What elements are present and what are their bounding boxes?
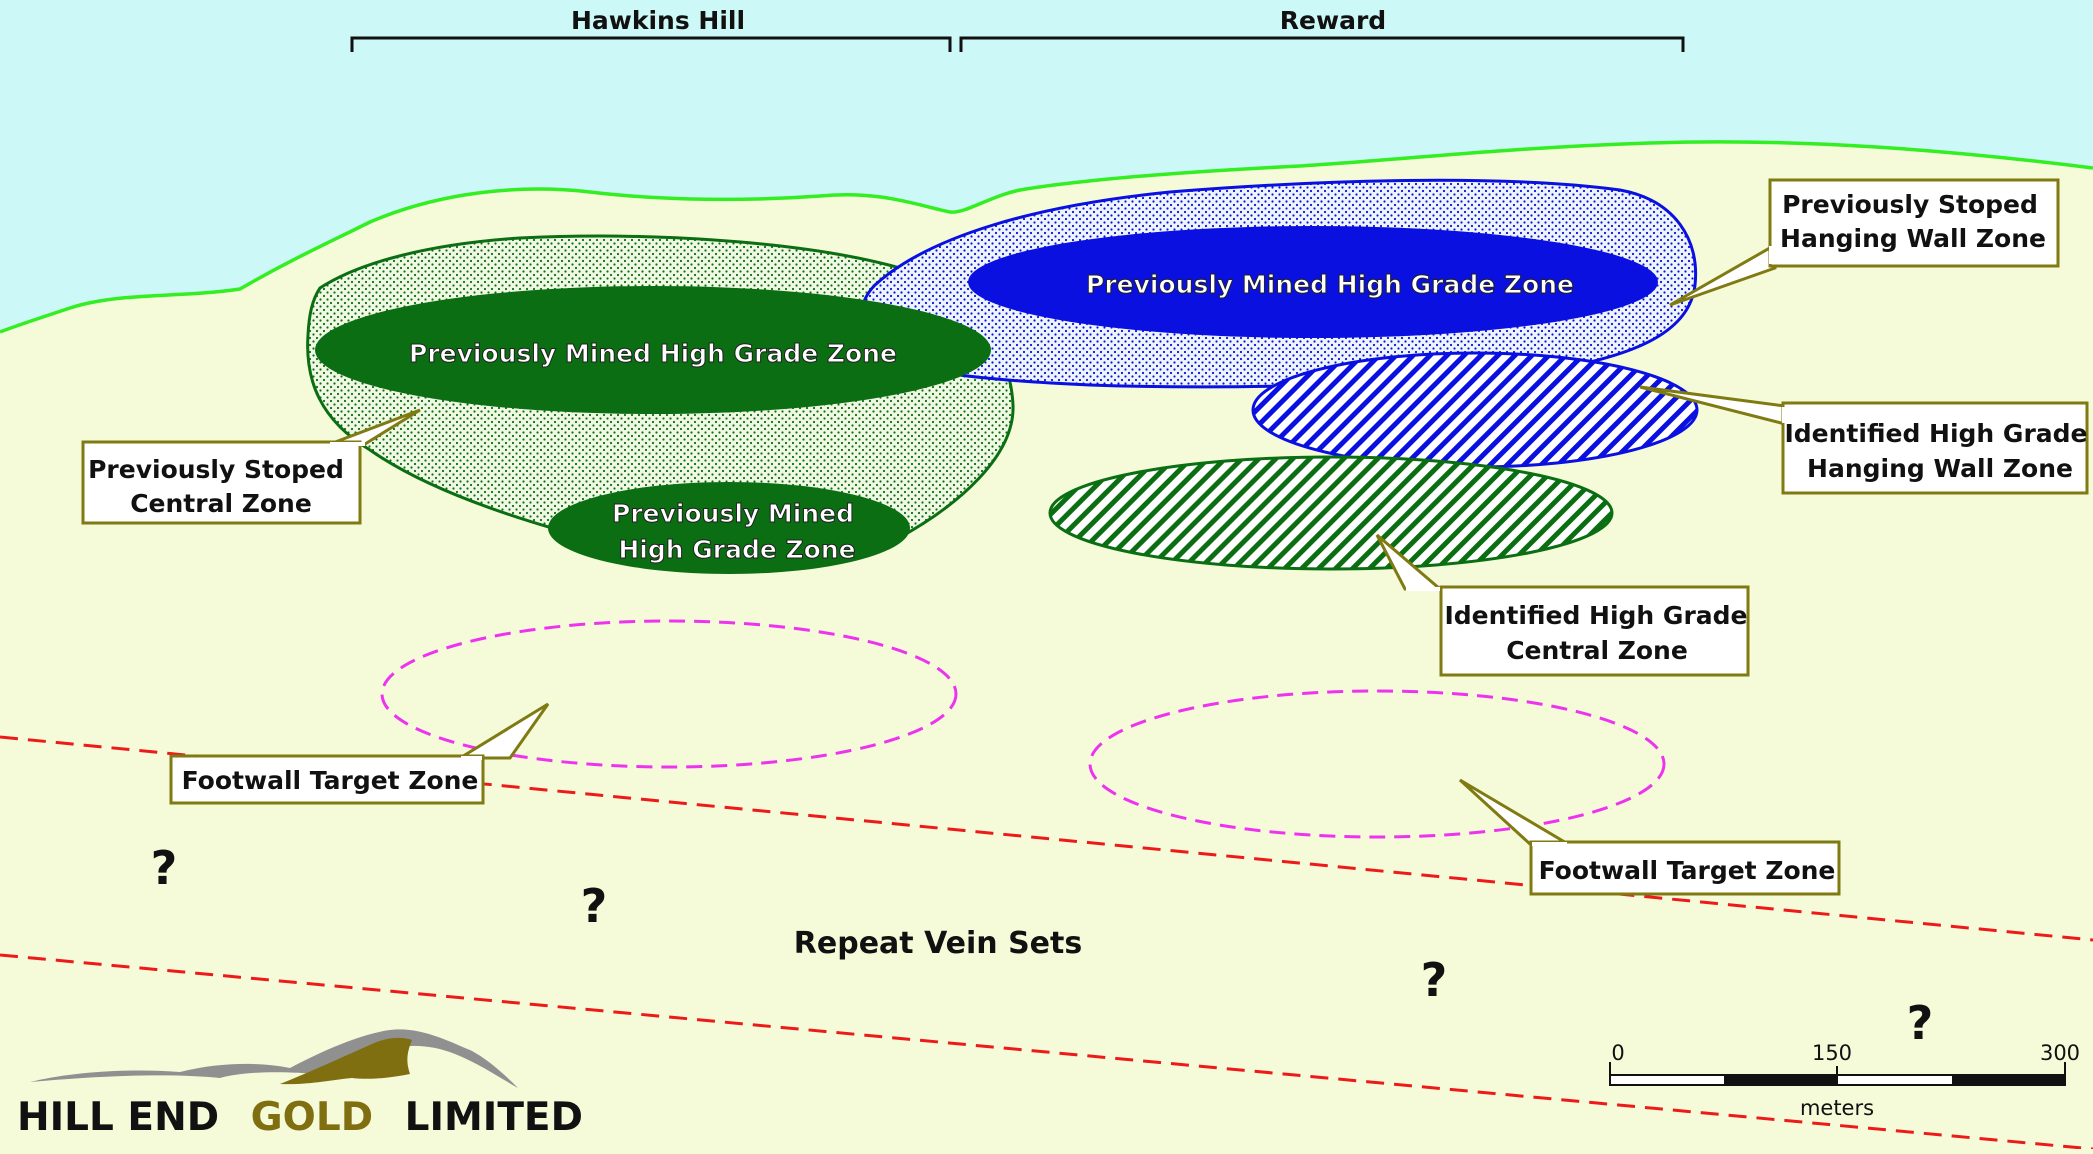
previously-mined-zone-small xyxy=(548,482,910,574)
callout-stoped-hanging-line1: Previously Stoped xyxy=(1782,190,2038,219)
callout-identified-central-line1: Identified High Grade xyxy=(1444,601,1747,630)
question-mark-4: ? xyxy=(1907,996,1934,1050)
question-mark-1: ? xyxy=(151,841,178,895)
surface-line xyxy=(0,140,2093,334)
callout-footwall-left: Footwall Target Zone xyxy=(169,702,550,805)
footwall-target-zone-left xyxy=(380,619,958,769)
question-mark-3: ? xyxy=(1421,953,1448,1007)
header-bracket-reward: Reward xyxy=(959,6,1685,52)
callout-identified-hanging-line2: Hanging Wall Zone xyxy=(1807,454,2073,483)
identified-high-grade-central-zone xyxy=(1048,455,1614,571)
logo-word-limited: LIMITED xyxy=(405,1095,583,1140)
logo-mountain-gold xyxy=(280,1037,412,1085)
callout-footwall-right-text: Footwall Target Zone xyxy=(1539,856,1836,885)
scale-tick-300: 300 xyxy=(2040,1041,2080,1065)
repeat-vein-sets-label: Repeat Vein Sets xyxy=(794,926,1082,961)
label-mined-zone-left: Previously Mined High Grade Zone xyxy=(409,339,897,368)
header-label-hawkins-hill: Hawkins Hill xyxy=(571,6,745,35)
label-mined-zone-small-line2: High Grade Zone xyxy=(618,535,855,564)
callout-identified-central-line2: Central Zone xyxy=(1506,636,1688,665)
scale-bar: 0 150 300 meters xyxy=(1609,1041,2080,1120)
header-label-reward: Reward xyxy=(1280,6,1386,35)
callout-footwall-right: Footwall Target Zone xyxy=(1458,778,1841,896)
header-bracket-hawkins-hill: Hawkins Hill xyxy=(350,6,952,52)
logo-word-gold: GOLD xyxy=(251,1095,373,1140)
hill-end-gold-logo: HILL END GOLD LIMITED xyxy=(17,1029,583,1140)
sky-area xyxy=(0,0,2093,332)
repeat-vein-line-lower xyxy=(0,953,2093,1151)
callout-identified-hanging-wall-zone: Identified High Grade Hanging Wall Zone xyxy=(1639,385,2089,495)
callout-identified-hanging-line1: Identified High Grade xyxy=(1784,419,2087,448)
scale-tick-150: 150 xyxy=(1812,1041,1852,1065)
logo-text: HILL END GOLD LIMITED xyxy=(17,1095,583,1140)
callout-footwall-left-text: Footwall Target Zone xyxy=(182,766,479,795)
scale-tick-0: 0 xyxy=(1611,1041,1624,1065)
callout-stoped-central-line1: Previously Stoped xyxy=(88,455,344,484)
label-mined-zone-small-line1: Previously Mined xyxy=(612,499,854,528)
scale-unit-label: meters xyxy=(1800,1096,1874,1120)
callout-stoped-hanging-line2: Hanging Wall Zone xyxy=(1780,224,2046,253)
callout-stoped-central-zone: Previously Stoped Central Zone xyxy=(81,408,421,525)
previously-mined-zone-right xyxy=(968,226,1658,338)
callout-stoped-hanging-wall-zone: Previously Stoped Hanging Wall Zone xyxy=(1669,178,2060,307)
question-mark-2: ? xyxy=(581,879,608,933)
logo-word-hill-end: HILL END xyxy=(17,1095,219,1140)
footwall-target-zone-right xyxy=(1088,689,1666,839)
label-mined-zone-right: Previously Mined High Grade Zone xyxy=(1086,270,1574,299)
callout-stoped-central-line2: Central Zone xyxy=(130,489,312,518)
previously-mined-zone-left xyxy=(315,286,991,414)
identified-high-grade-hanging-wall-zone xyxy=(1251,351,1699,469)
callout-identified-central-zone: Identified High Grade Central Zone xyxy=(1375,533,1750,677)
